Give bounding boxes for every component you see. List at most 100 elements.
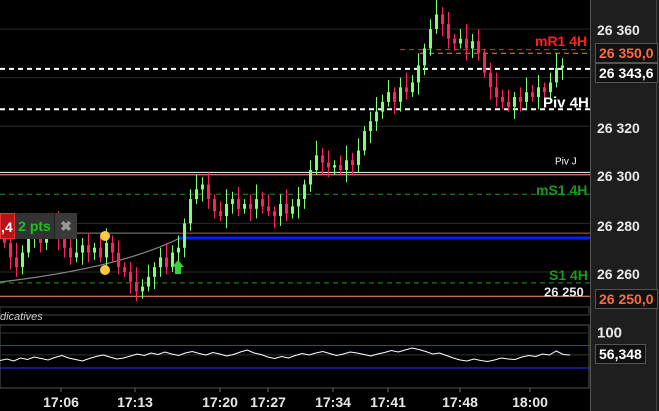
- candle: [549, 82, 552, 93]
- candle: [231, 199, 234, 204]
- price-tick: 26 320: [597, 120, 640, 136]
- candle: [387, 92, 390, 102]
- candle: [315, 155, 318, 170]
- candle: [3, 237, 6, 243]
- up-arrow-icon: [172, 260, 184, 274]
- candle: [309, 169, 312, 185]
- level-label-s1: S1 4H: [549, 267, 588, 283]
- candle: [129, 272, 132, 282]
- candle: [111, 242, 114, 253]
- price-tick: 26 360: [597, 22, 640, 38]
- candle: [525, 92, 528, 102]
- candle: [363, 131, 366, 151]
- candle: [375, 111, 378, 122]
- candle: [507, 101, 510, 107]
- candle: [321, 155, 324, 163]
- candle: [561, 65, 564, 68]
- candle: [27, 235, 30, 253]
- candle: [237, 199, 240, 209]
- candle: [9, 242, 12, 258]
- candle: [147, 276, 150, 287]
- osc-current-tag: 56,348: [595, 344, 646, 364]
- candle: [543, 87, 546, 93]
- candle: [465, 38, 468, 49]
- oscillator-panel: [0, 324, 590, 389]
- candle: [153, 267, 156, 277]
- candle: [345, 160, 348, 170]
- candle: [255, 199, 258, 209]
- candle: [357, 150, 360, 166]
- candle: [285, 203, 288, 214]
- candle: [249, 203, 252, 209]
- candle: [399, 87, 402, 102]
- trend-curve: [0, 237, 181, 283]
- price-tag-26250: 26 250,0: [595, 289, 658, 309]
- candle: [63, 237, 66, 248]
- price-axis[interactable]: 26 360 26 320 26 300 26 280 26 260 26 35…: [590, 0, 659, 411]
- price-tick: 26 280: [597, 218, 640, 234]
- candle: [291, 206, 294, 214]
- candle: [279, 203, 282, 217]
- candle: [213, 199, 216, 212]
- candle: [171, 252, 174, 268]
- candle: [243, 203, 246, 209]
- candle: [183, 223, 186, 248]
- price-tag-current: 26 343,6: [595, 63, 658, 83]
- time-tick: 18:00: [512, 394, 548, 410]
- candle: [15, 257, 18, 268]
- candle: [135, 281, 138, 292]
- candle: [339, 165, 342, 170]
- candle: [351, 160, 354, 166]
- candle: [177, 247, 180, 253]
- trade-pill: ,4 2 pts ✖: [0, 213, 77, 239]
- candle: [141, 286, 144, 292]
- time-tick: 17:06: [43, 394, 79, 410]
- candle: [381, 101, 384, 112]
- candle: [225, 203, 228, 217]
- candle: [333, 165, 336, 168]
- candle: [303, 184, 306, 200]
- candle: [453, 38, 456, 44]
- price-plot[interactable]: [0, 0, 590, 411]
- candle: [369, 121, 372, 132]
- candle: [405, 87, 408, 93]
- candle: [423, 48, 426, 66]
- time-tick: 17:41: [370, 394, 406, 410]
- candle: [489, 72, 492, 88]
- candle: [417, 65, 420, 83]
- level-label-26250: 26 250: [544, 284, 584, 300]
- candle: [513, 97, 516, 107]
- candle: [501, 97, 504, 102]
- candle: [273, 211, 276, 217]
- candle: [483, 53, 486, 73]
- candle: [555, 67, 558, 83]
- time-tick: 17:27: [250, 394, 286, 410]
- candle: [267, 206, 270, 212]
- candle: [21, 252, 24, 268]
- candle: [219, 211, 222, 217]
- candle: [75, 252, 78, 258]
- osc-tick-100: 100: [597, 324, 623, 342]
- level-label-pivj: Piv J: [555, 156, 577, 168]
- time-tick: 17:48: [442, 394, 478, 410]
- candle: [477, 41, 480, 54]
- candle: [207, 184, 210, 200]
- candle: [447, 24, 450, 39]
- candle: [531, 92, 534, 98]
- time-tick: 17:20: [202, 394, 238, 410]
- candle: [429, 29, 432, 49]
- candle: [93, 247, 96, 253]
- candle: [201, 184, 204, 190]
- candle: [519, 97, 522, 102]
- time-tick: 17:13: [117, 394, 153, 410]
- candle: [117, 252, 120, 268]
- signal-dot: [100, 265, 110, 275]
- close-icon[interactable]: ✖: [54, 213, 77, 239]
- candle: [159, 257, 162, 268]
- price-tick: 26 260: [597, 266, 640, 282]
- candle: [459, 38, 462, 44]
- price-tick: 26 300: [597, 168, 640, 184]
- candle: [195, 189, 198, 200]
- trade-pts: 2 pts: [15, 213, 54, 239]
- price-tag-mr1: 26 350,0: [595, 43, 658, 63]
